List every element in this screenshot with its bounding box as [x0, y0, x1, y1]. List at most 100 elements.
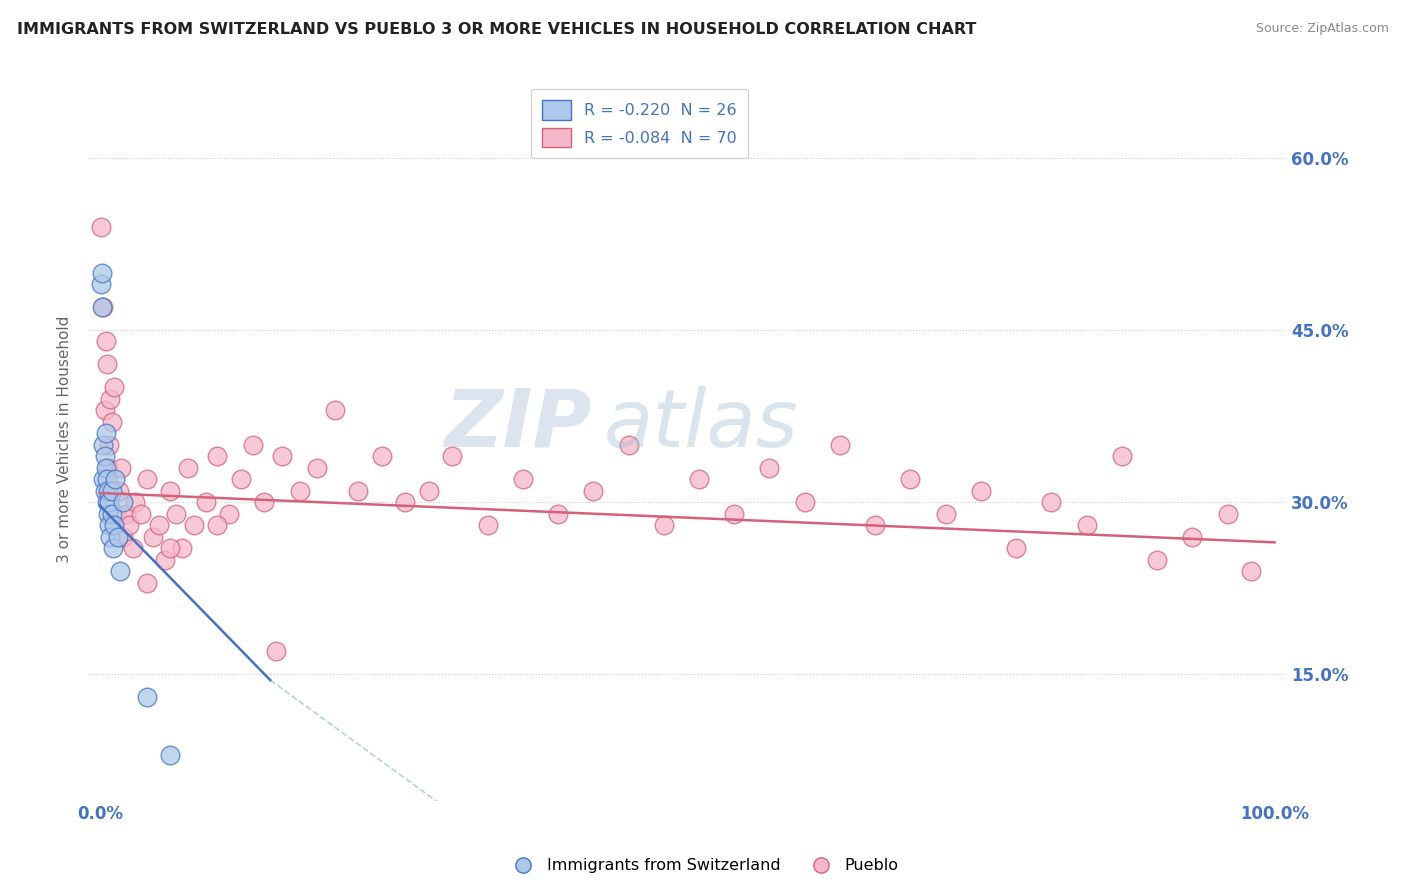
- Text: ZIP: ZIP: [444, 385, 592, 464]
- Point: [264, 644, 287, 658]
- Point: [394, 495, 416, 509]
- Point: [935, 507, 957, 521]
- Point: [91, 300, 114, 314]
- Point: [135, 575, 157, 590]
- Point: [183, 518, 205, 533]
- Point: [103, 380, 125, 394]
- Point: [91, 266, 114, 280]
- Point: [253, 495, 276, 509]
- Point: [98, 495, 121, 509]
- Point: [1146, 552, 1168, 566]
- Text: Source: ZipAtlas.com: Source: ZipAtlas.com: [1256, 22, 1389, 36]
- Point: [96, 495, 118, 509]
- Point: [1216, 507, 1239, 521]
- Legend: Immigrants from Switzerland, Pueblo: Immigrants from Switzerland, Pueblo: [501, 852, 905, 880]
- Point: [688, 472, 710, 486]
- Point: [242, 438, 264, 452]
- Point: [97, 460, 120, 475]
- Point: [1076, 518, 1098, 533]
- Point: [793, 495, 815, 509]
- Point: [652, 518, 675, 533]
- Point: [172, 541, 194, 555]
- Point: [135, 690, 157, 705]
- Point: [98, 438, 121, 452]
- Point: [94, 426, 117, 441]
- Point: [98, 518, 121, 533]
- Point: [90, 219, 112, 234]
- Point: [114, 507, 136, 521]
- Point: [371, 449, 394, 463]
- Point: [100, 530, 122, 544]
- Point: [207, 518, 229, 533]
- Point: [100, 483, 122, 498]
- Point: [135, 472, 157, 486]
- Point: [271, 449, 294, 463]
- Point: [1005, 541, 1028, 555]
- Point: [96, 358, 118, 372]
- Point: [104, 472, 127, 486]
- Point: [107, 530, 129, 544]
- Point: [307, 460, 329, 475]
- Point: [1181, 530, 1204, 544]
- Point: [94, 334, 117, 349]
- Point: [118, 518, 141, 533]
- Point: [94, 460, 117, 475]
- Point: [582, 483, 605, 498]
- Point: [177, 460, 200, 475]
- Point: [512, 472, 534, 486]
- Point: [103, 518, 125, 533]
- Point: [96, 472, 118, 486]
- Point: [723, 507, 745, 521]
- Point: [288, 483, 311, 498]
- Point: [617, 438, 640, 452]
- Point: [105, 507, 128, 521]
- Point: [207, 449, 229, 463]
- Point: [97, 483, 120, 498]
- Point: [124, 495, 146, 509]
- Point: [194, 495, 217, 509]
- Point: [970, 483, 993, 498]
- Point: [112, 530, 135, 544]
- Point: [477, 518, 499, 533]
- Point: [758, 460, 780, 475]
- Point: [1111, 449, 1133, 463]
- Point: [100, 415, 122, 429]
- Point: [828, 438, 851, 452]
- Point: [323, 403, 346, 417]
- Point: [142, 530, 165, 544]
- Point: [153, 552, 176, 566]
- Point: [218, 507, 240, 521]
- Point: [93, 300, 115, 314]
- Point: [93, 472, 115, 486]
- Point: [121, 541, 143, 555]
- Text: IMMIGRANTS FROM SWITZERLAND VS PUEBLO 3 OR MORE VEHICLES IN HOUSEHOLD CORRELATIO: IMMIGRANTS FROM SWITZERLAND VS PUEBLO 3 …: [17, 22, 976, 37]
- Point: [148, 518, 170, 533]
- Legend: R = -0.220  N = 26, R = -0.084  N = 70: R = -0.220 N = 26, R = -0.084 N = 70: [531, 89, 748, 159]
- Point: [159, 483, 181, 498]
- Point: [347, 483, 370, 498]
- Point: [100, 507, 122, 521]
- Text: atlas: atlas: [603, 385, 799, 464]
- Point: [129, 507, 152, 521]
- Point: [418, 483, 440, 498]
- Point: [547, 507, 569, 521]
- Point: [900, 472, 922, 486]
- Point: [1040, 495, 1063, 509]
- Point: [159, 541, 181, 555]
- Point: [159, 747, 181, 762]
- Point: [93, 483, 115, 498]
- Point: [90, 277, 112, 291]
- Point: [93, 403, 115, 417]
- Point: [229, 472, 252, 486]
- Point: [110, 460, 132, 475]
- Point: [108, 564, 131, 578]
- Point: [100, 392, 122, 406]
- Point: [97, 507, 120, 521]
- Point: [107, 483, 129, 498]
- Point: [165, 507, 187, 521]
- Point: [441, 449, 464, 463]
- Point: [1240, 564, 1263, 578]
- Y-axis label: 3 or more Vehicles in Household: 3 or more Vehicles in Household: [58, 316, 72, 563]
- Point: [101, 541, 124, 555]
- Point: [93, 438, 115, 452]
